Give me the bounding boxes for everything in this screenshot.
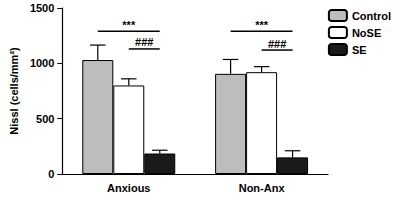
svg-text:Non-Anx: Non-Anx <box>239 182 286 194</box>
svg-text:###: ### <box>135 36 153 48</box>
svg-text:1000: 1000 <box>30 57 54 69</box>
svg-text:Control: Control <box>352 10 391 22</box>
svg-text:###: ### <box>268 38 286 50</box>
svg-text:Anxious: Anxious <box>107 182 150 194</box>
svg-text:***: *** <box>122 19 136 31</box>
svg-text:SE: SE <box>352 44 367 56</box>
svg-text:***: *** <box>255 19 269 31</box>
svg-text:0: 0 <box>48 168 54 180</box>
svg-text:1500: 1500 <box>30 2 54 14</box>
svg-text:500: 500 <box>36 113 54 125</box>
svg-text:NoSE: NoSE <box>352 27 381 39</box>
svg-text:Nissl (cells/mm²): Nissl (cells/mm²) <box>8 47 20 135</box>
